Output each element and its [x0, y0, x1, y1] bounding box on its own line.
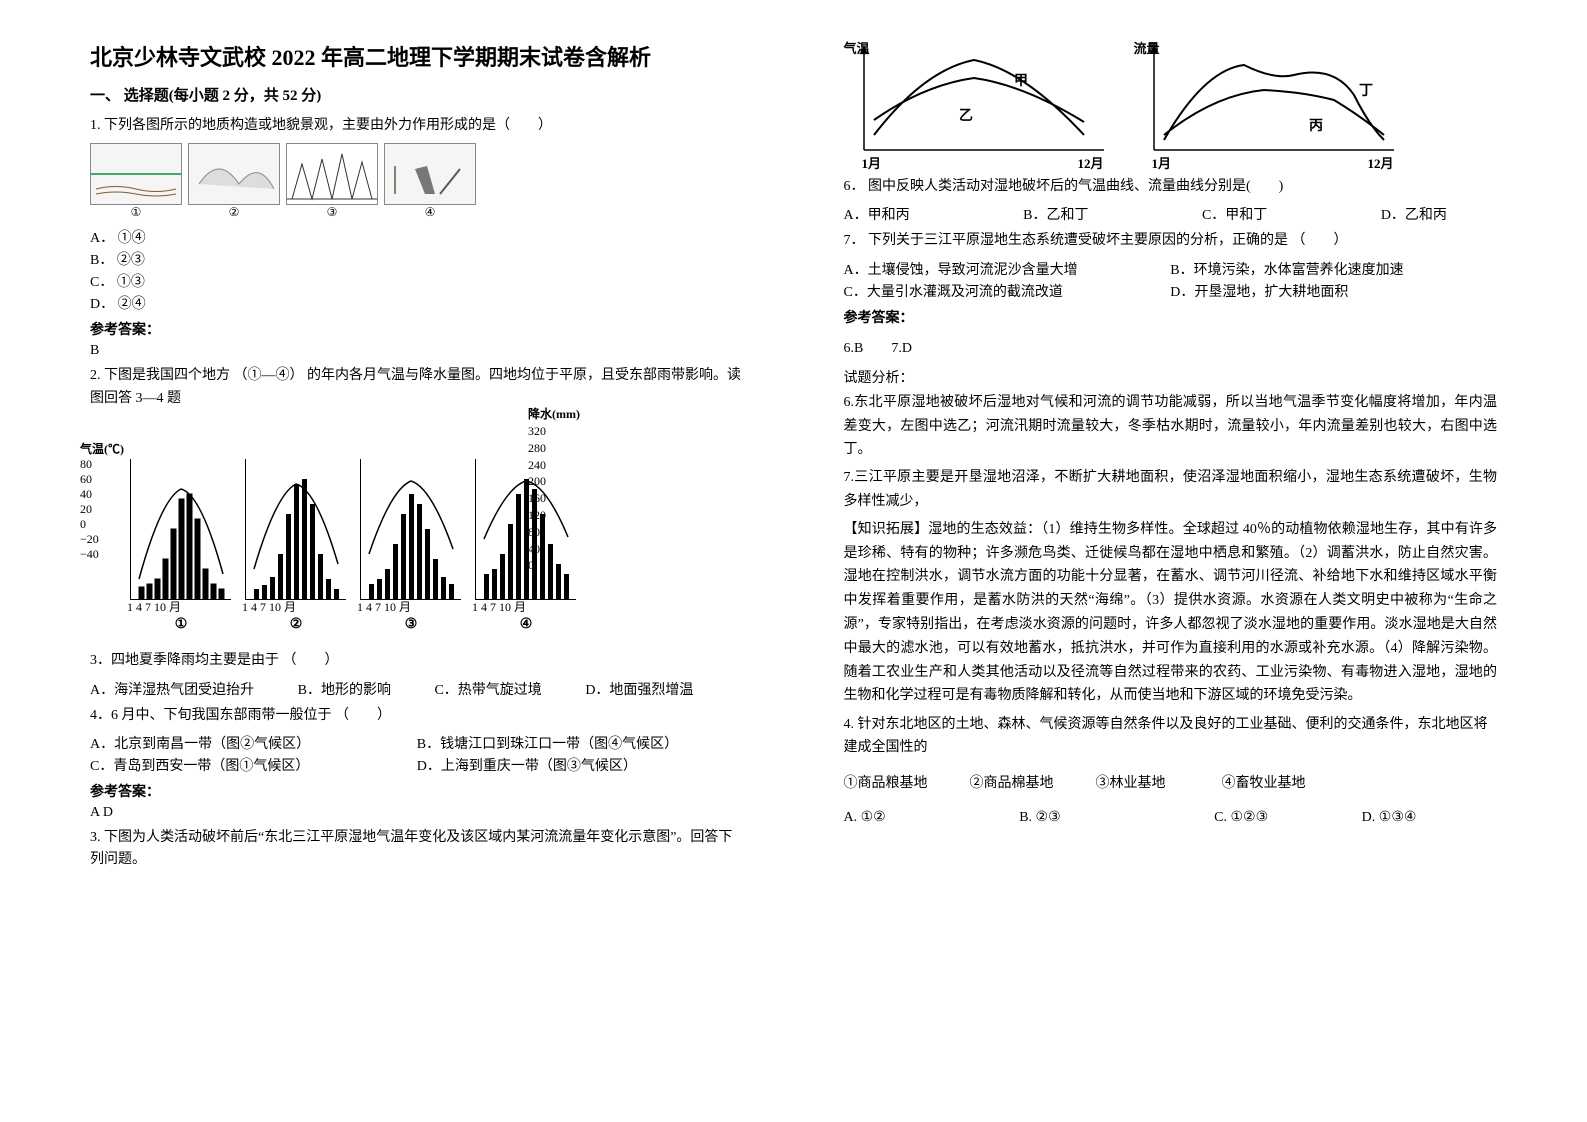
svg-text:甲: 甲 [1014, 73, 1028, 89]
q2-charts: 气温(℃) 80 60 40 20 0 −20 −40 降水(mm) 320 2… [90, 420, 570, 620]
q7-opt-b: B．环境污染，水体富营养化速度加速 [1170, 259, 1497, 279]
geo-label-3: ③ [287, 205, 377, 220]
q4-opt-b: B．钱塘江口到珠江口一带（图④气候区） [417, 733, 744, 753]
tempflow-charts: 甲 乙 气温 1月 12月 丁 丙 流量 1月 12 [844, 40, 1498, 170]
flow-chart: 丁 丙 流量 1月 12月 [1134, 40, 1404, 170]
q1-opt-a: A． ①④ [90, 227, 744, 247]
temp-axis-label: 气温(℃) 80 60 40 20 0 −20 −40 [80, 440, 124, 562]
q6-opt-a: A．甲和丙 [844, 204, 910, 224]
q6-choices: A．甲和丙 B．乙和丁 C．甲和丁 D．乙和丙 [844, 204, 1498, 224]
q7-opt-d: D．开垦湿地，扩大耕地面积 [1170, 281, 1497, 301]
q1-opt-b: B． ②③ [90, 249, 744, 269]
q4-opt-c: C．青岛到西安一带（图①气候区） [90, 755, 417, 775]
q3-stem: 3．四地夏季降雨均主要是由于 （ ） [90, 650, 744, 672]
flow-x2: 12月 [1367, 153, 1393, 172]
geo-fig-4: ④ [384, 143, 476, 205]
climo-2-x: 1 4 7 10 月 [242, 598, 362, 615]
q1-figures: ① ② ③ ④ [90, 143, 744, 205]
climo-4-x: 1 4 7 10 月 [472, 598, 592, 615]
q4-stem: 4．6 月中、下旬我国东部雨带一般位于 （ ） [90, 705, 744, 727]
knowledge-ext: 【知识拓展】湿地的生态效益：（1）维持生物多样性。全球超过 40％的动植物依赖湿… [844, 518, 1498, 708]
temp-x1: 1月 [862, 153, 882, 172]
q4m-opt-d: D. ①③④ [1362, 809, 1417, 826]
climo-3: 1 4 7 10 月 ③ [360, 459, 461, 600]
geo-label-2: ② [189, 205, 279, 220]
q1-ans: B [90, 343, 744, 359]
q6-opt-b: B．乙和丁 [1023, 204, 1088, 224]
climo-1-x: 1 4 7 10 月 [127, 598, 247, 615]
q2-stem: 2. 下图是我国四个地方 （①—④） 的年内各月气温与降水量图。四地均位于平原，… [90, 365, 744, 410]
ans67-val: 6.B 7.D [844, 337, 1498, 357]
climo-1: 1 4 7 10 月 ① [130, 459, 231, 600]
climo-2-num: ② [246, 616, 346, 633]
q4-opt-a: A．北京到南昌一带（图②气候区） [90, 733, 417, 753]
q4main-choices: A. ①② B. ②③ C. ①②③ D. ①③④ [844, 809, 1498, 826]
q3-opt-b: B．地形的影响 [298, 679, 391, 699]
q7-stem: 7． 下列关于三江平原湿地生态系统遭受破坏主要原因的分析，正确的是 （ ） [844, 230, 1498, 252]
q6-stem: 6． 图中反映人类活动对湿地破坏后的气温曲线、流量曲线分别是( ) [844, 176, 1498, 198]
temp-axis-title: 气温 [844, 38, 870, 57]
q6-opt-d: D．乙和丙 [1381, 204, 1447, 224]
geo-label-1: ① [91, 205, 181, 220]
geo-label-4: ④ [385, 205, 475, 220]
expl7: 7.三江平原主要是开垦湿地沼泽，不断扩大耕地面积，使沼泽湿地面积缩小，湿地生态系… [844, 466, 1498, 514]
q4main-stem: 4. 针对东北地区的土地、森林、气候资源等自然条件以及良好的工业基础、便利的交通… [844, 714, 1498, 759]
geo-fig-1: ① [90, 143, 182, 205]
climo-4: 1 4 7 10 月 ④ [475, 459, 576, 600]
q4-opt-d: D．上海到重庆一带（图③气候区） [417, 755, 744, 775]
q7-opt-c: C．大量引水灌溉及河流的截流改道 [844, 281, 1171, 301]
page-title: 北京少林寺文武校 2022 年高二地理下学期期末试卷含解析 [90, 40, 744, 72]
geo-fig-3: ③ [286, 143, 378, 205]
ans67-sub: 试题分析： [844, 367, 1498, 387]
q1-opt-c: C． ①③ [90, 271, 744, 291]
q1-stem: 1. 下列各图所示的地质构造或地貌景观，主要由外力作用形成的是（ ） [90, 115, 744, 137]
q4m-opt-c: C. ①②③ [1214, 809, 1268, 826]
ans67-label: 参考答案： [844, 307, 1498, 327]
q4m-opt-a: A. ①② [844, 809, 886, 826]
q7-opt-a: A．土壤侵蚀，导致河流泥沙含量大增 [844, 259, 1171, 279]
section1-heading: 一、 选择题(每小题 2 分，共 52 分) [90, 84, 744, 105]
climo-3-x: 1 4 7 10 月 [357, 598, 477, 615]
climo-4-num: ④ [476, 616, 576, 633]
q1-choices: A． ①④ B． ②③ C． ①③ D． ②④ [90, 227, 744, 313]
geo-fig-2: ② [188, 143, 280, 205]
temp-x2: 12月 [1077, 153, 1103, 172]
q3-opt-c: C．热带气旋过境 [434, 679, 541, 699]
q6-opt-c: C．甲和丁 [1202, 204, 1267, 224]
climo-1-num: ① [131, 616, 231, 633]
flow-axis-title: 流量 [1134, 38, 1160, 57]
svg-text:丙: 丙 [1309, 118, 1323, 134]
temp-chart: 甲 乙 气温 1月 12月 [844, 40, 1114, 170]
q3-choices: A．海洋湿热气团受迫抬升 B．地形的影响 C．热带气旋过境 D．地面强烈增温 [90, 679, 744, 699]
q7-choices-row2: C．大量引水灌溉及河流的截流改道 D．开垦湿地，扩大耕地面积 [844, 281, 1498, 301]
q4-choices-row2: C．青岛到西安一带（图①气候区） D．上海到重庆一带（图③气候区） [90, 755, 744, 775]
svg-text:乙: 乙 [959, 108, 973, 124]
q1-opt-d: D． ②④ [90, 293, 744, 313]
q2-ans-label: 参考答案： [90, 781, 744, 801]
climo-2: 1 4 7 10 月 ② [245, 459, 346, 600]
q4-choices-row1: A．北京到南昌一带（图②气候区） B．钱塘江口到珠江口一带（图④气候区） [90, 733, 744, 753]
expl6: 6.东北平原湿地被破坏后湿地对气候和河流的调节功能减弱，所以当地气温季节变化幅度… [844, 391, 1498, 462]
q1-ans-label: 参考答案： [90, 319, 744, 339]
q3-opt-d: D．地面强烈增温 [585, 679, 693, 699]
climo-3-num: ③ [361, 616, 461, 633]
q3-opt-a: A．海洋湿热气团受迫抬升 [90, 679, 254, 699]
q2-ans: A D [90, 805, 744, 821]
svg-text:丁: 丁 [1359, 84, 1373, 99]
q4main-items: ①商品粮基地 ②商品棉基地 ③林业基地 ④畜牧业基地 [844, 773, 1498, 795]
q7-choices-row1: A．土壤侵蚀，导致河流泥沙含量大增 B．环境污染，水体富营养化速度加速 [844, 259, 1498, 279]
q3main-stem: 3. 下图为人类活动破坏前后“东北三江平原湿地气温年变化及该区域内某河流流量年变… [90, 827, 744, 872]
q4m-opt-b: B. ②③ [1019, 809, 1060, 826]
flow-x1: 1月 [1152, 153, 1172, 172]
